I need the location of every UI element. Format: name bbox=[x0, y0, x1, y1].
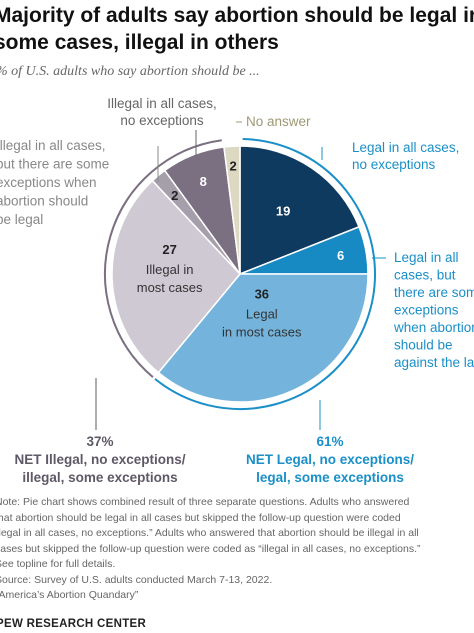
source-brand: PEW RESEARCH CENTER bbox=[0, 618, 147, 630]
annotation-illegal-all: Illegal in all cases, bbox=[107, 96, 217, 111]
net-legal-arc bbox=[154, 138, 376, 410]
net-legal-label: legal, some exceptions bbox=[256, 470, 404, 485]
pie-slice-legal-most bbox=[157, 273, 369, 403]
slice-value-label-legal-all: 19 bbox=[276, 203, 290, 218]
note-line: See topline for full details. bbox=[0, 558, 116, 570]
note-line: cases but skipped the follow-up question… bbox=[0, 542, 421, 555]
pie-slice-illegal-most bbox=[111, 179, 241, 374]
annotation-legal-all-some-exceptions: against the law bbox=[394, 355, 474, 370]
slice-value-label-illegal-all: 8 bbox=[200, 174, 207, 189]
slice-value-label-legal-all-some-exceptions: 6 bbox=[337, 248, 344, 263]
slice-value-label-legal-most: 36 bbox=[255, 286, 269, 301]
slice-inner-label-legal-most: in most cases bbox=[222, 324, 302, 339]
annotation-no-answer: No answer bbox=[246, 114, 311, 129]
net-illegal-label: illegal, some exceptions bbox=[22, 470, 177, 485]
net-legal-label: NET Legal, no exceptions/ bbox=[246, 452, 414, 467]
annotation-legal-all-some-exceptions: should be bbox=[394, 338, 453, 353]
annotation-legal-all-some-exceptions: Legal in all bbox=[394, 250, 459, 265]
annotation-legal-all: Legal in all cases, bbox=[352, 140, 459, 155]
annotation-illegal-all: no exceptions bbox=[120, 113, 204, 128]
net-illegal-value: 37% bbox=[86, 434, 113, 449]
slice-value-label-no-answer: 2 bbox=[230, 158, 237, 173]
note-line: “America’s Abortion Quandary” bbox=[0, 589, 139, 601]
pie-slice-no-answer bbox=[223, 145, 241, 275]
net-legal-value: 61% bbox=[316, 434, 343, 449]
net-illegal-arc bbox=[104, 139, 222, 378]
chart-note: Note: Pie chart shows combined result of… bbox=[0, 495, 474, 604]
annotation-legal-all-some-exceptions: exceptions bbox=[394, 303, 459, 318]
slice-inner-label-illegal-most: most cases bbox=[137, 280, 203, 295]
annotation-legal-all-some-exceptions: there are some bbox=[394, 285, 474, 300]
note-line: Note: Pie chart shows combined result of… bbox=[0, 496, 410, 508]
slice-value-label-illegal-all-some-exceptions: 2 bbox=[171, 188, 178, 203]
annotation-legal-all-some-exceptions: when abortion bbox=[393, 320, 474, 335]
annotation-legal-all: no exceptions bbox=[352, 157, 436, 172]
annotation-illegal-all-some-exceptions: abortion should bbox=[0, 194, 88, 209]
net-illegal-label: NET Illegal, no exceptions/ bbox=[14, 452, 185, 467]
pie-slice-legal-all bbox=[239, 145, 360, 276]
slice-inner-label-illegal-most: Illegal in bbox=[146, 262, 194, 277]
annotation-illegal-all-some-exceptions: but there are some bbox=[0, 157, 109, 172]
note-line: that abortion should be legal in all cas… bbox=[0, 511, 401, 524]
annotation-illegal-all-some-exceptions: be legal bbox=[0, 212, 43, 227]
annotation-illegal-all-some-exceptions: exceptions when bbox=[0, 175, 97, 190]
note-line: Source: Survey of U.S. adults conducted … bbox=[0, 573, 273, 586]
chart-title: Majority of adults say abortion should b… bbox=[0, 4, 474, 54]
slice-value-label-illegal-most: 27 bbox=[162, 242, 176, 257]
chart-subtitle: % of U.S. adults who say abortion should… bbox=[0, 64, 260, 79]
slice-inner-label-legal-most: Legal bbox=[246, 306, 278, 321]
annotation-legal-all-some-exceptions: cases, but bbox=[394, 268, 456, 283]
note-line: “legal in all cases, no exceptions.” Adu… bbox=[0, 527, 419, 539]
annotation-illegal-all-some-exceptions: Illegal in all cases, bbox=[0, 138, 106, 153]
